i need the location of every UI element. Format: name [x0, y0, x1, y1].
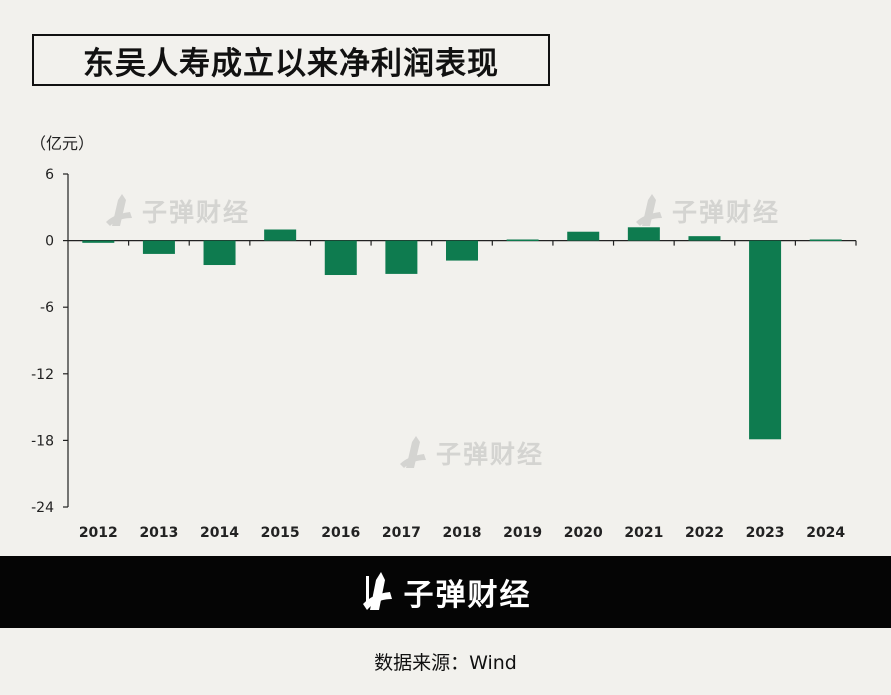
- bullet-logo-icon: [636, 194, 662, 226]
- footer-banner: 子弹财经: [0, 556, 891, 628]
- watermark: 子弹财经: [634, 192, 780, 230]
- data-source: 数据来源：Wind: [374, 652, 517, 674]
- watermark: 子弹财经: [398, 434, 544, 472]
- bullet-logo-icon: [362, 572, 392, 610]
- chart-title-box: 东吴人寿成立以来净利润表现: [32, 34, 550, 86]
- x-tick-label: 2015: [261, 525, 300, 541]
- y-tick-label: -12: [31, 367, 54, 383]
- y-tick-label: -24: [31, 500, 54, 516]
- bar-2012: [82, 240, 115, 243]
- x-tick-label: 2020: [564, 525, 603, 541]
- x-tick-label: 2024: [806, 525, 845, 541]
- x-tick-label: 2021: [624, 525, 663, 541]
- x-tick-label: 2016: [321, 525, 360, 541]
- y-axis-unit-label: （亿元）: [30, 134, 95, 153]
- bar-2021: [627, 227, 660, 241]
- bar-2022: [688, 236, 721, 241]
- x-tick-label: 2023: [746, 525, 785, 541]
- watermark: 子弹财经: [104, 192, 250, 230]
- y-tick-label: -6: [40, 300, 54, 316]
- bar-2020: [567, 231, 600, 241]
- y-tick-label: -18: [31, 433, 54, 449]
- bar-2013: [142, 240, 175, 254]
- bar-2015: [264, 229, 297, 241]
- x-tick-label: 2019: [503, 525, 542, 541]
- y-tick-label: 0: [45, 234, 54, 250]
- x-tick-label: 2013: [139, 525, 178, 541]
- bar-2019: [506, 239, 539, 241]
- bar-2018: [446, 240, 478, 261]
- chart-title: 东吴人寿成立以来净利润表现: [83, 45, 499, 82]
- bar-2024: [809, 239, 842, 241]
- footer-brand: 子弹财经: [403, 578, 532, 613]
- x-tick-label: 2012: [79, 525, 118, 541]
- bar-2014: [203, 240, 236, 266]
- y-tick-label: 6: [45, 167, 54, 183]
- x-tick-label: 2014: [200, 525, 239, 541]
- bar-2017: [385, 240, 418, 274]
- x-tick-label: 2022: [685, 525, 724, 541]
- bar-2016: [324, 240, 357, 276]
- x-tick-label: 2018: [443, 525, 482, 541]
- bar-2023: [749, 240, 782, 440]
- x-tick-label: 2017: [382, 525, 421, 541]
- bar-chart: 6 0 -6 -12 -18 -24 2012 2013 2014 2015 2016 2017 201…: [31, 167, 857, 541]
- bullet-logo-icon: [106, 194, 132, 226]
- bullet-logo-icon: [400, 436, 426, 468]
